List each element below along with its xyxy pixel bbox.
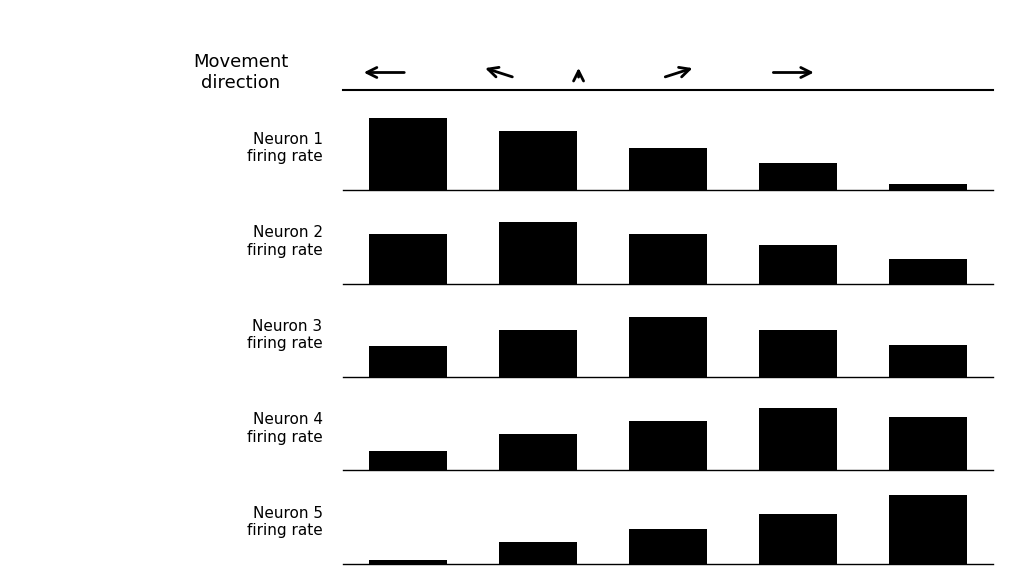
Bar xyxy=(759,408,838,470)
Text: Neuron 3
firing rate: Neuron 3 firing rate xyxy=(247,319,323,351)
Text: Neuron 1
firing rate: Neuron 1 firing rate xyxy=(247,132,323,164)
Bar xyxy=(369,234,447,284)
Bar xyxy=(889,495,968,564)
Bar xyxy=(629,420,708,470)
Bar xyxy=(499,223,578,284)
Text: Neuron 5
firing rate: Neuron 5 firing rate xyxy=(247,506,323,538)
Bar xyxy=(629,317,708,377)
Text: Neuron 4
firing rate: Neuron 4 firing rate xyxy=(247,412,323,444)
Bar xyxy=(369,451,447,470)
Bar xyxy=(499,329,578,377)
Text: Neuron 2
firing rate: Neuron 2 firing rate xyxy=(247,226,323,258)
Bar xyxy=(499,130,578,190)
Bar xyxy=(889,417,968,470)
Bar xyxy=(629,530,708,564)
Bar xyxy=(759,329,838,377)
Bar xyxy=(629,148,708,190)
Bar xyxy=(369,118,447,190)
Bar xyxy=(369,560,447,564)
Bar xyxy=(759,245,838,284)
Bar xyxy=(629,234,708,284)
Bar xyxy=(889,345,968,377)
Bar xyxy=(889,184,968,190)
Bar xyxy=(759,514,838,564)
Bar xyxy=(499,434,578,470)
Bar xyxy=(889,259,968,284)
Bar xyxy=(499,542,578,564)
Bar xyxy=(759,164,838,190)
Text: Movement
direction: Movement direction xyxy=(193,53,289,92)
Bar xyxy=(369,346,447,377)
